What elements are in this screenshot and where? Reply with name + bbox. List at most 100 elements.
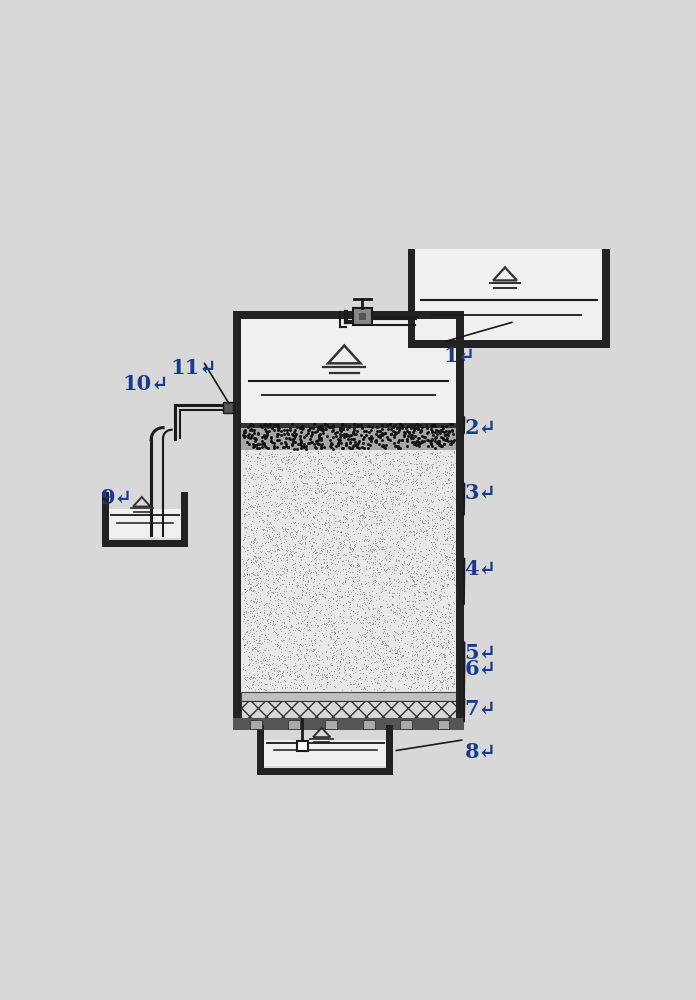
Point (388, 571, 400, 587)
Point (256, 635, 267, 651)
Point (336, 463, 347, 479)
Point (239, 667, 250, 683)
Point (429, 430, 441, 446)
Point (399, 508, 410, 524)
Point (292, 642, 303, 658)
Point (269, 636, 280, 652)
Point (264, 656, 275, 672)
Point (436, 665, 448, 681)
Point (324, 676, 335, 692)
Point (347, 542, 358, 558)
Point (239, 529, 250, 545)
Point (241, 633, 252, 649)
Point (378, 657, 389, 673)
Point (397, 448, 408, 464)
Point (442, 610, 453, 626)
Point (438, 609, 449, 625)
Point (267, 652, 278, 668)
Point (372, 468, 383, 484)
Point (383, 517, 395, 533)
Point (420, 624, 432, 640)
Point (427, 624, 438, 640)
Point (269, 471, 280, 487)
Point (359, 586, 370, 602)
Point (244, 545, 255, 561)
Point (334, 536, 345, 552)
Point (448, 539, 459, 555)
Point (260, 682, 271, 698)
Point (413, 578, 424, 594)
Point (385, 444, 396, 460)
Point (317, 598, 328, 614)
Point (400, 493, 411, 509)
Point (244, 581, 255, 597)
Point (321, 622, 332, 638)
Point (437, 510, 448, 526)
Point (390, 624, 402, 640)
Point (335, 524, 347, 540)
Point (367, 509, 378, 525)
Point (372, 629, 383, 645)
Point (251, 591, 262, 607)
Point (249, 641, 260, 657)
Point (443, 472, 454, 488)
Point (280, 568, 292, 584)
Point (329, 548, 340, 564)
Point (282, 449, 293, 465)
Point (320, 617, 331, 633)
Point (313, 665, 324, 681)
Point (432, 491, 443, 507)
Point (307, 662, 318, 678)
Point (385, 559, 396, 575)
Point (282, 454, 293, 470)
Point (418, 592, 429, 608)
Point (434, 492, 445, 508)
Point (316, 535, 327, 551)
Point (310, 555, 321, 571)
Point (251, 453, 262, 469)
Point (297, 568, 308, 584)
Point (335, 538, 346, 554)
Point (252, 485, 263, 501)
Point (418, 592, 429, 608)
Point (239, 520, 251, 536)
Point (423, 625, 434, 641)
Point (292, 669, 303, 685)
Point (301, 470, 312, 486)
Point (268, 615, 279, 631)
Point (278, 611, 289, 627)
Point (324, 656, 335, 672)
Point (269, 512, 280, 528)
Point (237, 501, 248, 517)
Point (361, 678, 372, 694)
Point (432, 435, 443, 451)
Point (449, 491, 460, 507)
Point (413, 436, 424, 452)
Point (248, 531, 260, 547)
Point (268, 590, 279, 606)
Point (313, 452, 324, 468)
Point (299, 485, 310, 501)
Point (315, 478, 326, 494)
Point (288, 541, 299, 557)
Point (327, 495, 338, 511)
Point (332, 508, 343, 524)
Point (358, 588, 369, 604)
Point (379, 614, 390, 630)
Point (334, 608, 345, 624)
Point (374, 564, 386, 580)
Point (375, 454, 386, 470)
Point (257, 655, 268, 671)
Point (333, 630, 344, 646)
Point (256, 626, 267, 642)
Point (371, 545, 382, 561)
Point (242, 618, 253, 634)
Point (320, 538, 331, 554)
Point (386, 588, 397, 604)
Point (442, 520, 453, 536)
Point (322, 463, 333, 479)
Point (318, 425, 329, 441)
Point (356, 520, 367, 536)
Point (324, 519, 335, 535)
Point (370, 474, 381, 490)
